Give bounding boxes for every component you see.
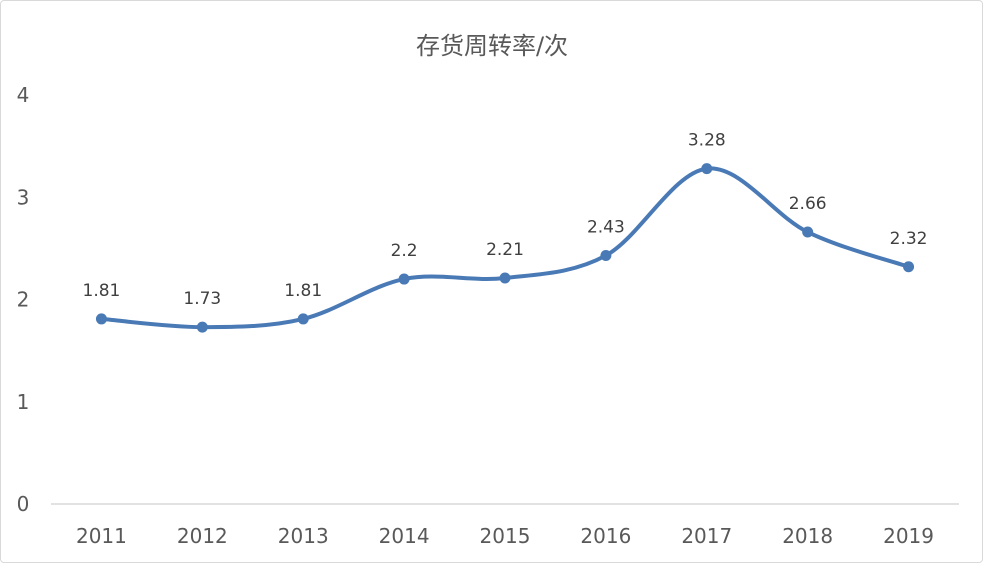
data-labels: 1.81 1.73 1.81 2.2 2.21 2.43 3.28 2.66 2.32	[83, 131, 928, 309]
data-point	[196, 321, 208, 333]
y-tick-label: 3	[17, 185, 30, 209]
x-tick-label: 2011	[76, 524, 127, 548]
data-point	[600, 250, 612, 262]
data-point	[297, 313, 309, 325]
x-tick-label: 2014	[379, 524, 430, 548]
data-label: 2.66	[789, 194, 827, 214]
y-tick-label: 0	[17, 492, 30, 516]
data-label: 3.28	[688, 131, 726, 151]
data-point	[903, 261, 915, 273]
data-label: 1.81	[83, 281, 121, 301]
y-tick-label: 2	[17, 288, 30, 312]
data-point	[398, 273, 410, 285]
data-points	[95, 163, 915, 333]
data-point	[802, 226, 814, 238]
y-axis-ticks: 0 1 2 3 4	[17, 83, 30, 516]
x-tick-label: 2019	[883, 524, 934, 548]
x-tick-label: 2018	[782, 524, 833, 548]
data-label: 1.73	[183, 289, 221, 309]
x-tick-label: 2016	[580, 524, 631, 548]
data-point	[95, 313, 107, 325]
y-tick-label: 1	[17, 390, 30, 414]
data-point	[499, 272, 511, 284]
data-label: 2.2	[391, 241, 418, 261]
x-tick-label: 2017	[681, 524, 732, 548]
data-label: 2.32	[890, 229, 928, 249]
x-tick-label: 2012	[177, 524, 228, 548]
x-tick-label: 2015	[480, 524, 531, 548]
data-label: 2.43	[587, 218, 625, 238]
x-axis-ticks: 2011 2012 2013 2014 2015 2016 2017 2018 2019	[76, 524, 934, 548]
x-tick-label: 2013	[278, 524, 329, 548]
data-label: 2.21	[486, 240, 524, 260]
data-label: 1.81	[284, 281, 322, 301]
data-point	[701, 163, 713, 175]
y-tick-label: 4	[17, 83, 30, 107]
chart-title: 存货周转率/次	[416, 32, 568, 60]
